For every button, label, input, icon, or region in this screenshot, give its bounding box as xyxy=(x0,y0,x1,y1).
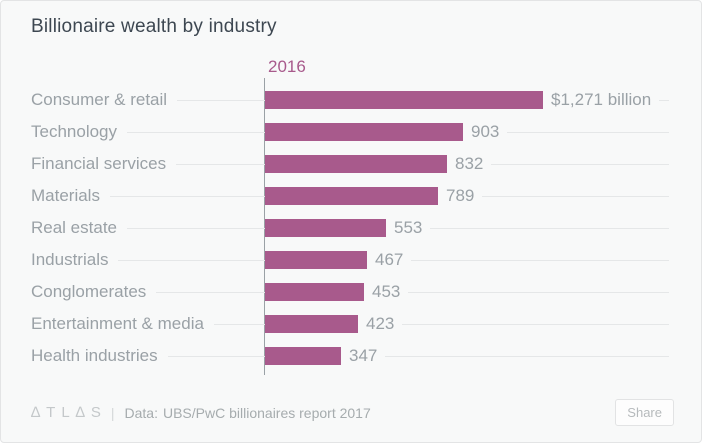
bar xyxy=(265,91,543,109)
bar-wrap: 832 xyxy=(265,148,492,180)
data-label: Data: xyxy=(124,404,158,421)
bar xyxy=(265,155,447,173)
chart-title: Billionaire wealth by industry xyxy=(31,16,277,37)
bar xyxy=(265,283,364,301)
bar xyxy=(265,187,438,205)
value-label: 789 xyxy=(438,185,483,207)
value-label: $1,271 billion xyxy=(543,89,660,111)
category-label: Materials xyxy=(31,186,110,206)
value-label: 453 xyxy=(364,281,409,303)
chart-row: Health industries 347 xyxy=(31,340,671,372)
attribution-separator: | xyxy=(110,404,115,421)
bar-wrap: 453 xyxy=(265,276,409,308)
bar-wrap: 467 xyxy=(265,244,412,276)
category-label: Real estate xyxy=(31,218,127,238)
category-label: Conglomerates xyxy=(31,282,157,302)
value-label: 423 xyxy=(358,313,403,335)
bar-wrap: 347 xyxy=(265,340,386,372)
value-label: 467 xyxy=(367,249,412,271)
chart-row: Technology 903 xyxy=(31,116,671,148)
chart-row: Materials 789 xyxy=(31,180,671,212)
chart-row: Financial services 832 xyxy=(31,148,671,180)
bar-rows: Consumer & retail $1,271 billion Technolog… xyxy=(31,84,671,372)
category-label: Entertainment & media xyxy=(31,314,214,334)
value-label: 903 xyxy=(463,121,508,143)
bar-wrap: 553 xyxy=(265,212,431,244)
bar xyxy=(265,123,463,141)
chart-row: Entertainment & media 423 xyxy=(31,308,671,340)
category-label: Technology xyxy=(31,122,128,142)
value-label: 553 xyxy=(386,217,431,239)
bar xyxy=(265,251,367,269)
bar xyxy=(265,347,341,365)
category-label: Financial services xyxy=(31,154,177,174)
attribution: ∆TL∆S | Data: UBS/PwC billionaires repor… xyxy=(31,404,371,421)
bar xyxy=(265,219,386,237)
category-label: Consumer & retail xyxy=(31,90,178,110)
series-year-label: 2016 xyxy=(268,57,306,76)
data-source: UBS/PwC billionaires report 2017 xyxy=(162,404,371,421)
chart-row: Industrials 467 xyxy=(31,244,671,276)
category-label: Industrials xyxy=(31,250,119,270)
plot-area: Consumer & retail $1,271 billion Technolog… xyxy=(31,78,671,375)
bar-wrap: 423 xyxy=(265,308,403,340)
chart-row: Conglomerates 453 xyxy=(31,276,671,308)
bar-wrap: 903 xyxy=(265,116,508,148)
chart-row: Consumer & retail $1,271 billion xyxy=(31,84,671,116)
bar xyxy=(265,315,358,333)
category-label: Health industries xyxy=(31,346,168,366)
y-axis-line xyxy=(264,78,265,375)
chart-row: Real estate 553 xyxy=(31,212,671,244)
bar-wrap: $1,271 billion xyxy=(265,84,660,116)
value-label: 347 xyxy=(341,345,386,367)
value-label: 832 xyxy=(447,153,492,175)
bar-wrap: 789 xyxy=(265,180,483,212)
atlas-logo: ∆TL∆S xyxy=(31,404,107,421)
footer: ∆TL∆S | Data: UBS/PwC billionaires repor… xyxy=(31,399,674,426)
share-button[interactable]: Share xyxy=(615,399,674,426)
